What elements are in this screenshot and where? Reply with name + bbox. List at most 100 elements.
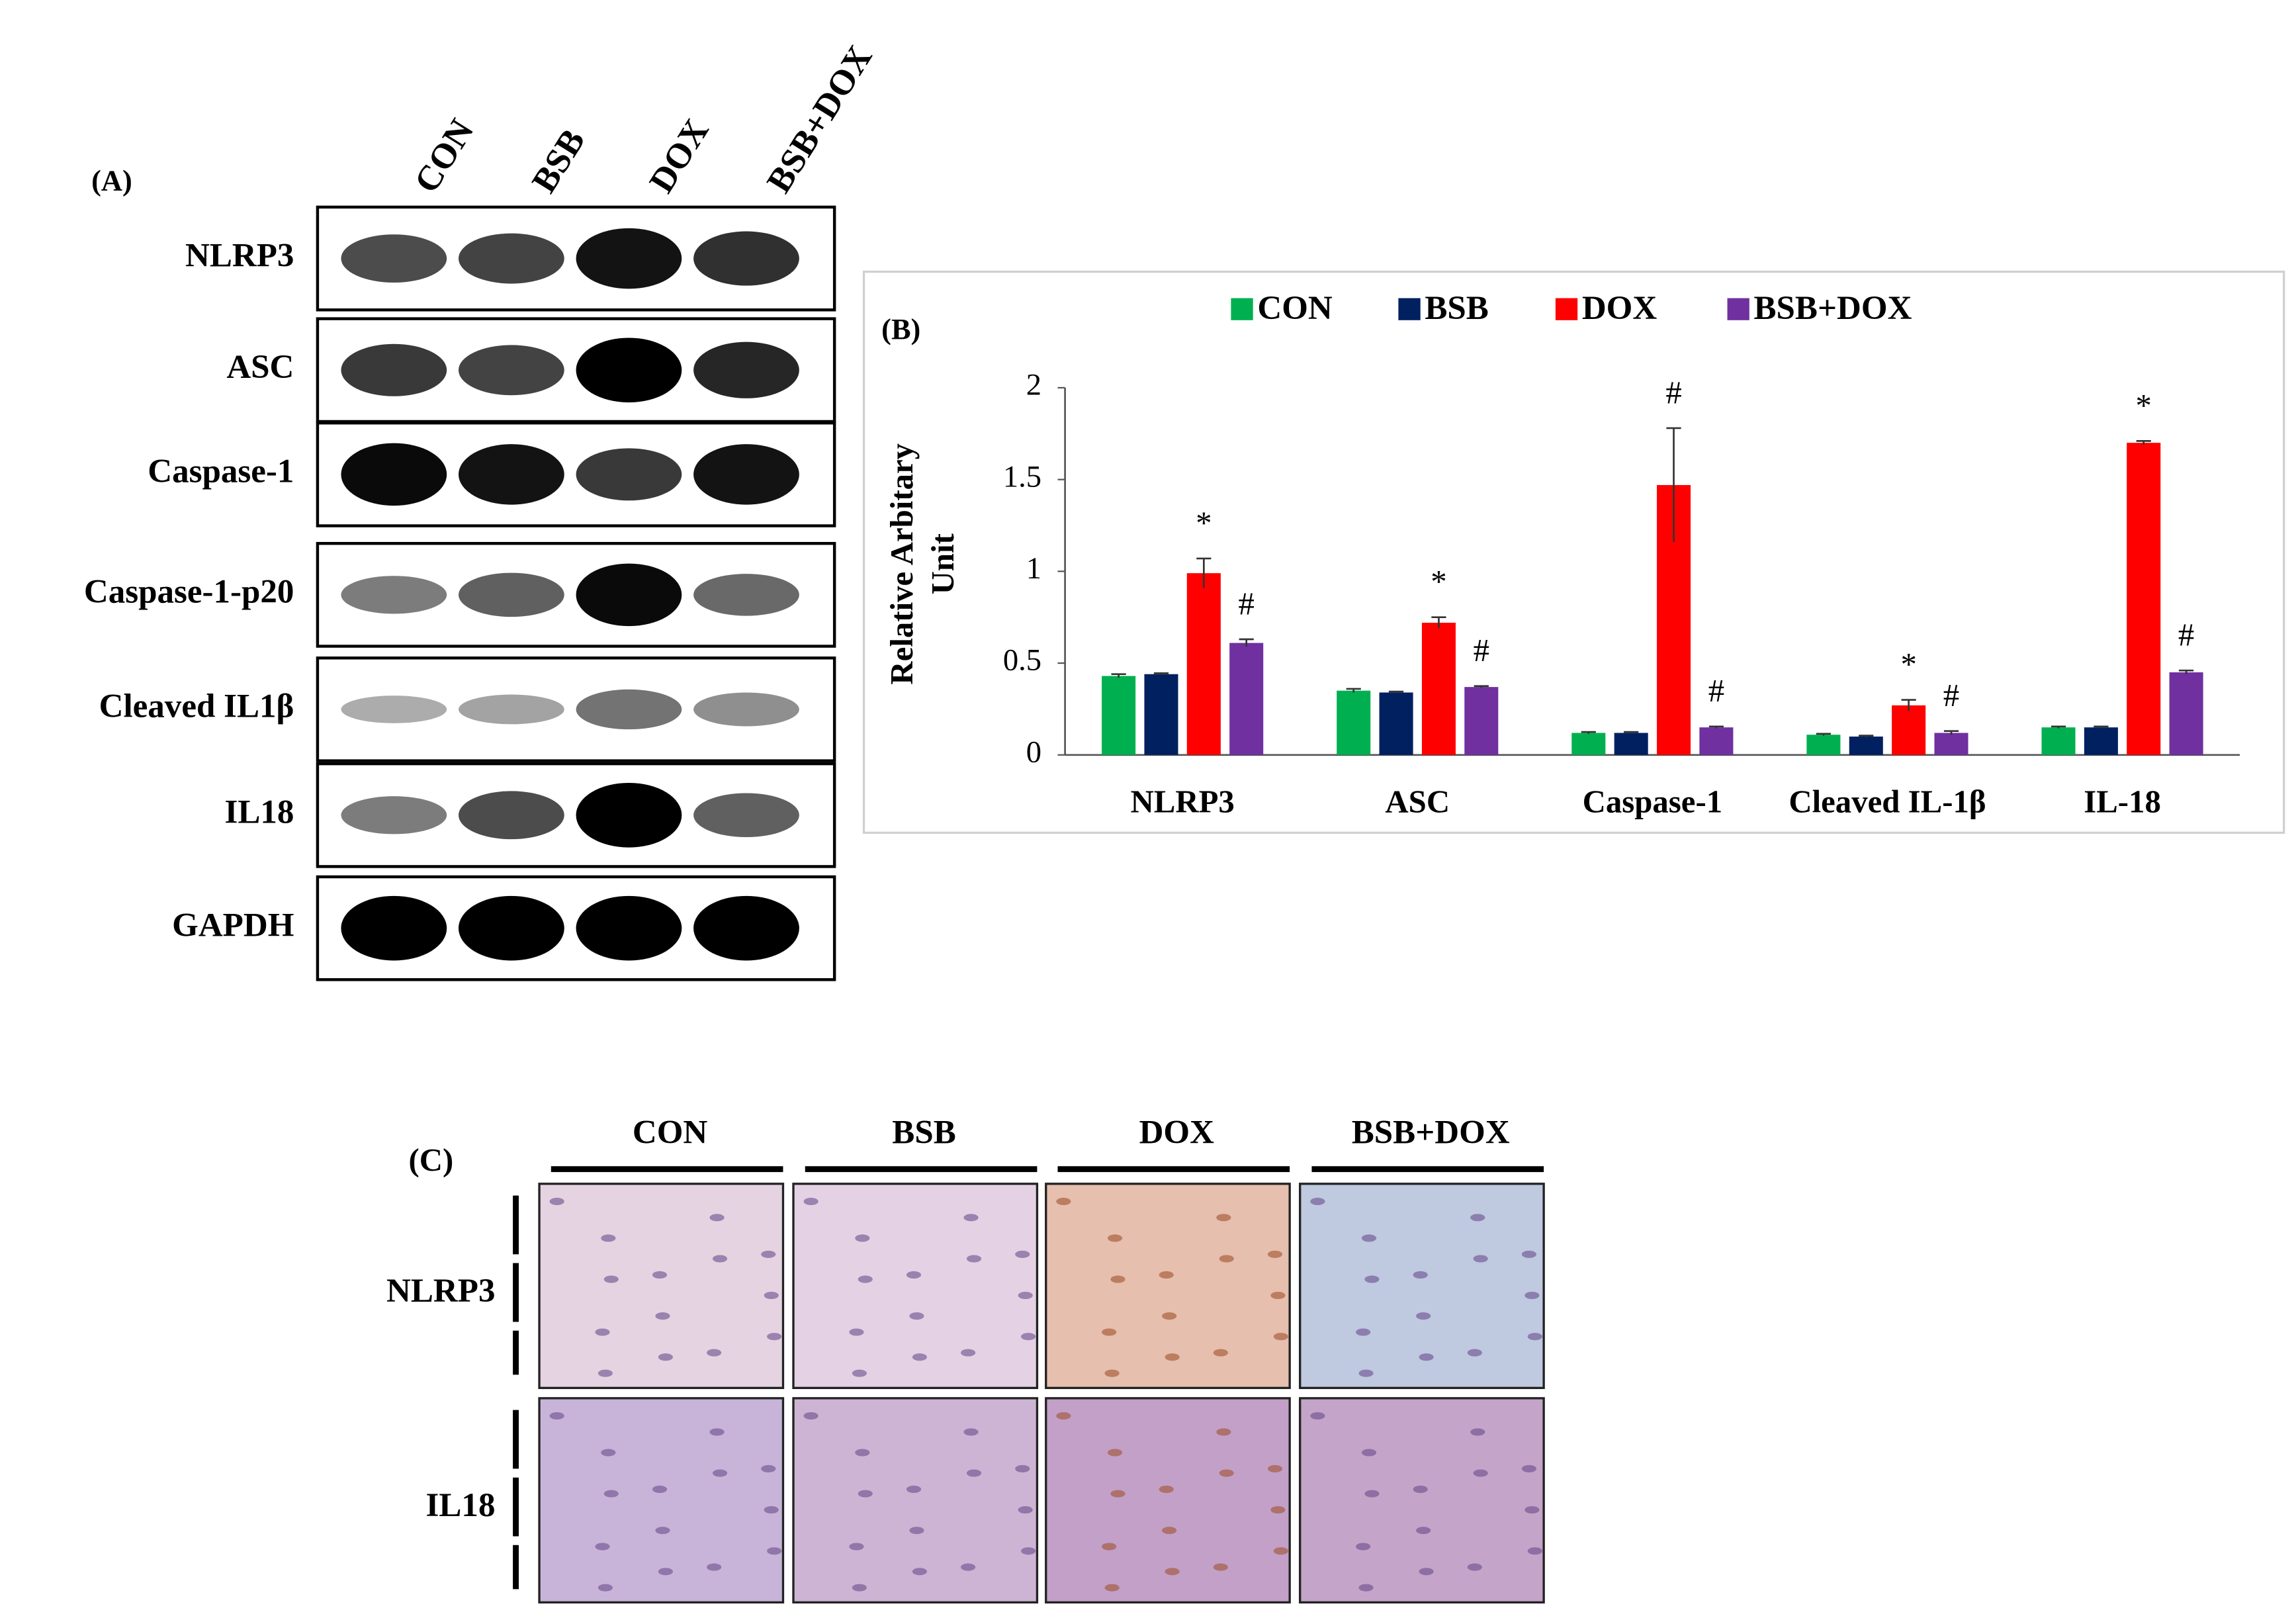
histology-image	[1045, 1183, 1291, 1389]
cell-nucleus	[1219, 1255, 1234, 1263]
legend-label: DOX	[1582, 290, 1657, 327]
legend-swatch	[1727, 298, 1749, 320]
cell-nucleus	[764, 1291, 779, 1300]
bar	[1102, 676, 1136, 755]
y-axis-title: Relative Arbitary	[883, 443, 920, 685]
cell-nucleus	[852, 1584, 867, 1592]
cell-nucleus	[1521, 1250, 1537, 1258]
cell-nucleus	[1273, 1333, 1288, 1341]
cell-nucleus	[1310, 1412, 1325, 1420]
cell-nucleus	[549, 1412, 564, 1420]
cell-nucleus	[1413, 1271, 1428, 1279]
blot-row-label: GAPDH	[172, 907, 294, 944]
cell-nucleus	[1015, 1250, 1030, 1258]
cell-nucleus	[1021, 1547, 1036, 1555]
cell-nucleus	[1270, 1291, 1286, 1300]
cell-nucleus	[1018, 1291, 1033, 1300]
significance-mark: *	[2136, 387, 2152, 424]
bar	[1849, 737, 1883, 755]
significance-mark: #	[1943, 677, 1959, 713]
cell-nucleus	[1104, 1584, 1120, 1592]
cell-nucleus	[1273, 1547, 1288, 1555]
blot-band	[341, 343, 447, 396]
cell-nucleus	[601, 1449, 616, 1457]
cell-nucleus	[852, 1369, 867, 1377]
error-bar	[1859, 735, 1874, 738]
cell-nucleus	[1358, 1369, 1374, 1377]
cell-nucleus	[1267, 1250, 1283, 1258]
error-bar	[1111, 673, 1126, 678]
cell-nucleus	[912, 1568, 927, 1576]
cell-nucleus	[855, 1449, 870, 1457]
error-bar	[2136, 440, 2151, 445]
cell-nucleus	[761, 1250, 776, 1258]
error-bar	[1239, 638, 1254, 647]
cell-nucleus	[1107, 1449, 1123, 1457]
cell-nucleus	[858, 1490, 873, 1498]
y-tick-label: 0.5	[1003, 643, 1041, 678]
cell-nucleus	[767, 1547, 782, 1555]
cell-nucleus	[1310, 1197, 1325, 1206]
cell-nucleus	[655, 1527, 670, 1535]
error-bar	[1431, 616, 1446, 629]
bar	[1806, 735, 1841, 755]
y-tick-label: 0	[1026, 735, 1041, 769]
x-tick-label: Cleaved IL-1β	[1788, 783, 1986, 819]
cell-nucleus	[1356, 1543, 1371, 1551]
y-tick-label: 1.5	[1003, 459, 1041, 494]
error-bar	[1474, 685, 1489, 688]
legend-label: BSB+DOX	[1754, 290, 1912, 327]
error-bar	[1666, 427, 1681, 542]
lane-label: BSB	[524, 122, 592, 200]
cell-nucleus	[601, 1234, 616, 1242]
cell-nucleus	[597, 1369, 613, 1377]
histology-image	[792, 1397, 1039, 1604]
cell-nucleus	[1270, 1506, 1286, 1514]
cell-nucleus	[849, 1543, 864, 1551]
blot-band	[458, 233, 564, 284]
cell-nucleus	[652, 1485, 668, 1494]
blot-band	[693, 341, 799, 398]
blot-row-label: IL18	[224, 793, 294, 831]
error-bar	[1388, 690, 1404, 694]
cell-nucleus	[1364, 1490, 1380, 1498]
x-tick-label: ASC	[1385, 783, 1450, 819]
cell-nucleus	[1219, 1469, 1234, 1477]
blot-band	[576, 448, 682, 501]
cell-nucleus	[595, 1328, 610, 1336]
panel-label: (B)	[881, 312, 920, 345]
blot-band	[341, 234, 447, 283]
error-bar	[1581, 731, 1596, 734]
error-bar	[1943, 730, 1959, 735]
cell-nucleus	[1162, 1527, 1177, 1535]
blot-row-label: NLRP3	[185, 237, 294, 274]
cell-nucleus	[1356, 1328, 1371, 1336]
panel-label: (C)	[409, 1142, 454, 1178]
cell-nucleus	[858, 1275, 873, 1283]
column-label: BSB	[892, 1114, 955, 1151]
x-tick-label: NLRP3	[1131, 783, 1235, 819]
error-bar	[1196, 557, 1212, 588]
cell-nucleus	[1361, 1234, 1377, 1242]
cell-nucleus	[961, 1349, 976, 1357]
row-label: NLRP3	[386, 1273, 495, 1310]
y-axis-title: Unit	[924, 533, 961, 594]
error-bar	[1624, 731, 1639, 734]
cell-nucleus	[1267, 1464, 1283, 1472]
blot-band	[576, 228, 682, 289]
blot-band	[693, 895, 799, 961]
cell-nucleus	[1102, 1328, 1117, 1336]
cell-nucleus	[1216, 1214, 1231, 1222]
cell-nucleus	[803, 1412, 818, 1420]
bar	[1892, 705, 1926, 755]
blot-row-label: Cleaved IL1β	[99, 688, 294, 725]
blot-band	[341, 796, 447, 834]
error-bar	[1153, 672, 1169, 676]
cell-nucleus	[1165, 1353, 1180, 1361]
cell-nucleus	[1102, 1543, 1117, 1551]
cell-nucleus	[595, 1543, 610, 1551]
column-label: CON	[633, 1114, 708, 1151]
cell-nucleus	[912, 1353, 927, 1361]
blot-band	[458, 791, 564, 840]
